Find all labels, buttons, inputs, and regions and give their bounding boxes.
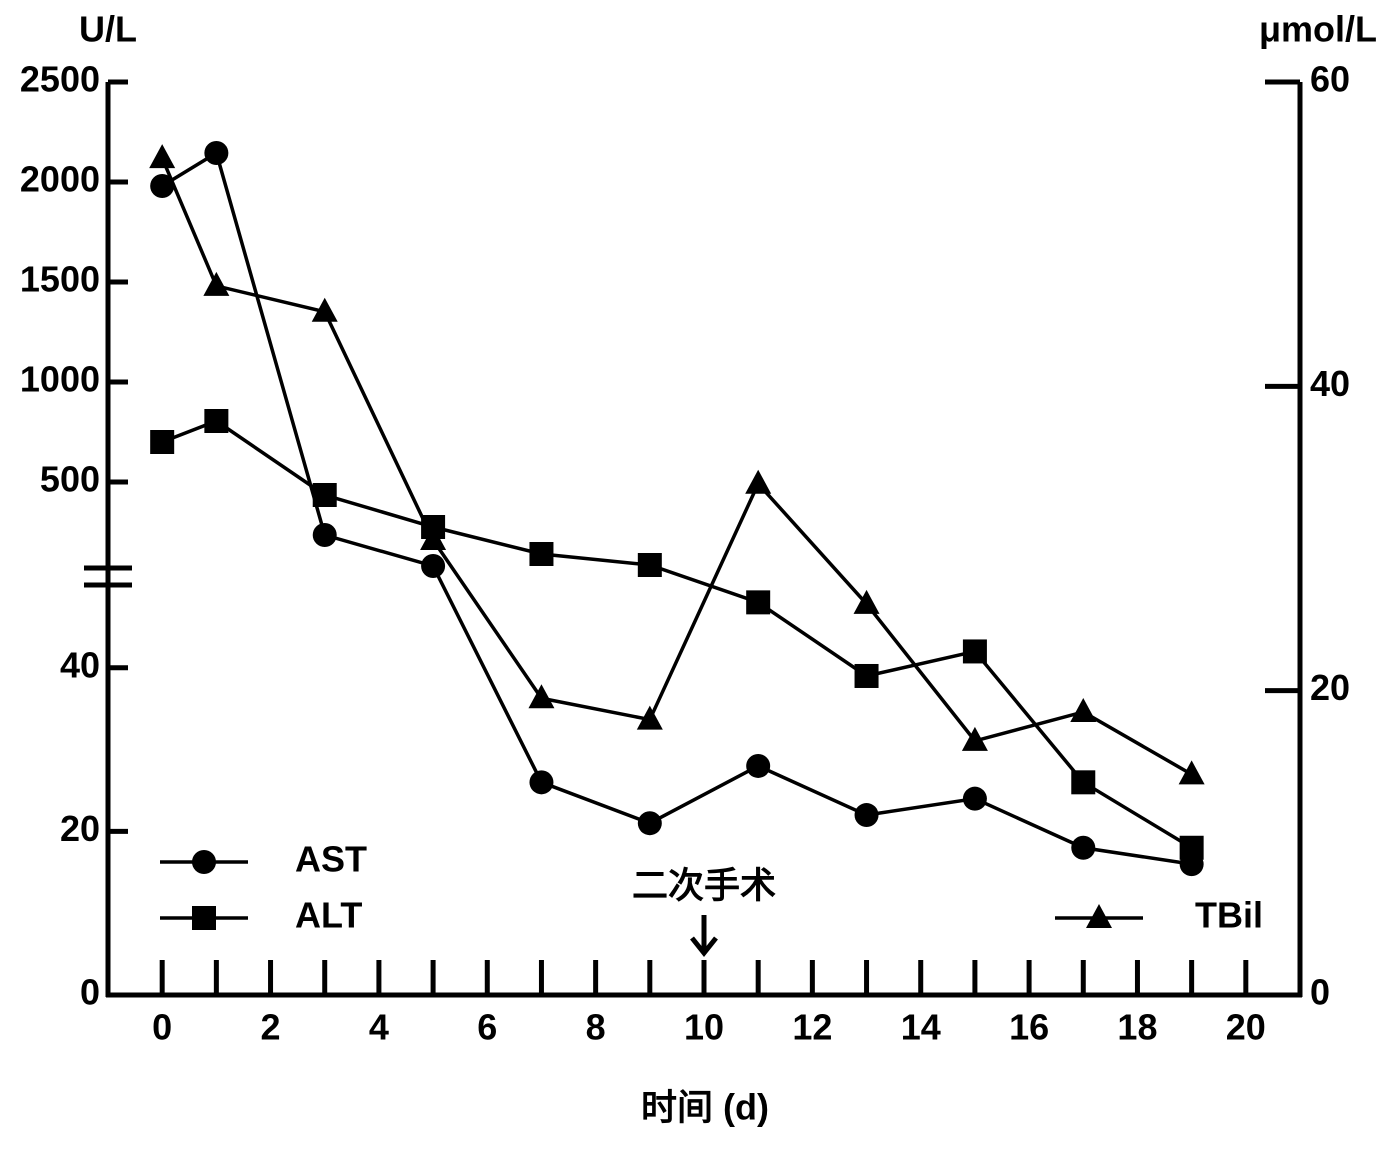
series-line (160, 157, 1193, 776)
marker (854, 663, 879, 688)
marker (421, 554, 446, 578)
y-axis-title: U/L (79, 9, 137, 50)
x-tick-label: 4 (369, 1007, 389, 1048)
legend-marker (1086, 904, 1112, 928)
marker (637, 553, 662, 577)
legend-label: TBil (1195, 895, 1263, 936)
marker (1179, 835, 1204, 860)
y2-tick-label: 0 (1310, 972, 1330, 1013)
y2-tick-label: 60 (1310, 59, 1350, 100)
marker (746, 753, 771, 778)
y-tick-label: 500 (40, 459, 100, 500)
y2-tick-label: 40 (1310, 363, 1350, 404)
x-tick-label: 10 (684, 1007, 724, 1048)
y-tick-label: 40 (60, 644, 100, 685)
y-tick-label: 1500 (20, 259, 100, 300)
y-tick-label: 2000 (20, 159, 100, 200)
legend-label: ALT (295, 895, 362, 936)
marker (1071, 835, 1096, 860)
marker (746, 590, 771, 615)
marker (420, 526, 447, 551)
annotation-arrowhead (690, 936, 718, 958)
y-tick-label: 0 (80, 972, 100, 1013)
marker (1178, 760, 1205, 785)
x-axis-title: 时间 (d) (641, 1087, 769, 1128)
y-tick-label: 2500 (20, 59, 100, 100)
marker (529, 770, 554, 795)
marker (528, 684, 555, 709)
marker (962, 639, 987, 664)
marker (1070, 697, 1097, 722)
x-tick-label: 12 (792, 1007, 832, 1048)
marker (203, 271, 230, 296)
marker (150, 174, 175, 198)
legend-label: AST (295, 839, 367, 880)
x-tick-label: 2 (261, 1007, 281, 1048)
x-tick-label: 18 (1117, 1007, 1157, 1048)
x-tick-label: 8 (586, 1007, 606, 1048)
legend-marker (192, 906, 216, 930)
marker (962, 786, 987, 811)
marker (961, 726, 988, 751)
y2-axis-title: μmol/L (1259, 9, 1377, 50)
y-tick-label: 1000 (20, 359, 100, 400)
x-tick-label: 6 (477, 1007, 497, 1048)
y-tick-label: 20 (60, 808, 100, 849)
x-tick-label: 14 (901, 1007, 941, 1048)
legend-marker (192, 850, 216, 874)
marker (311, 297, 338, 322)
marker (853, 589, 880, 614)
x-tick-label: 20 (1226, 1007, 1266, 1048)
marker (1071, 770, 1096, 795)
marker (204, 409, 229, 433)
x-tick-label: 16 (1009, 1007, 1049, 1048)
marker (854, 803, 879, 828)
marker (745, 469, 772, 494)
marker (204, 141, 229, 165)
marker (150, 430, 175, 454)
marker (312, 523, 337, 547)
y2-tick-label: 20 (1310, 667, 1350, 708)
marker (312, 483, 337, 507)
marker (529, 542, 554, 566)
annotation: 二次手术 (632, 865, 776, 906)
series-line (161, 150, 1192, 866)
marker (149, 144, 176, 169)
x-tick-label: 0 (152, 1007, 172, 1048)
marker (636, 705, 663, 730)
marker (637, 811, 662, 836)
